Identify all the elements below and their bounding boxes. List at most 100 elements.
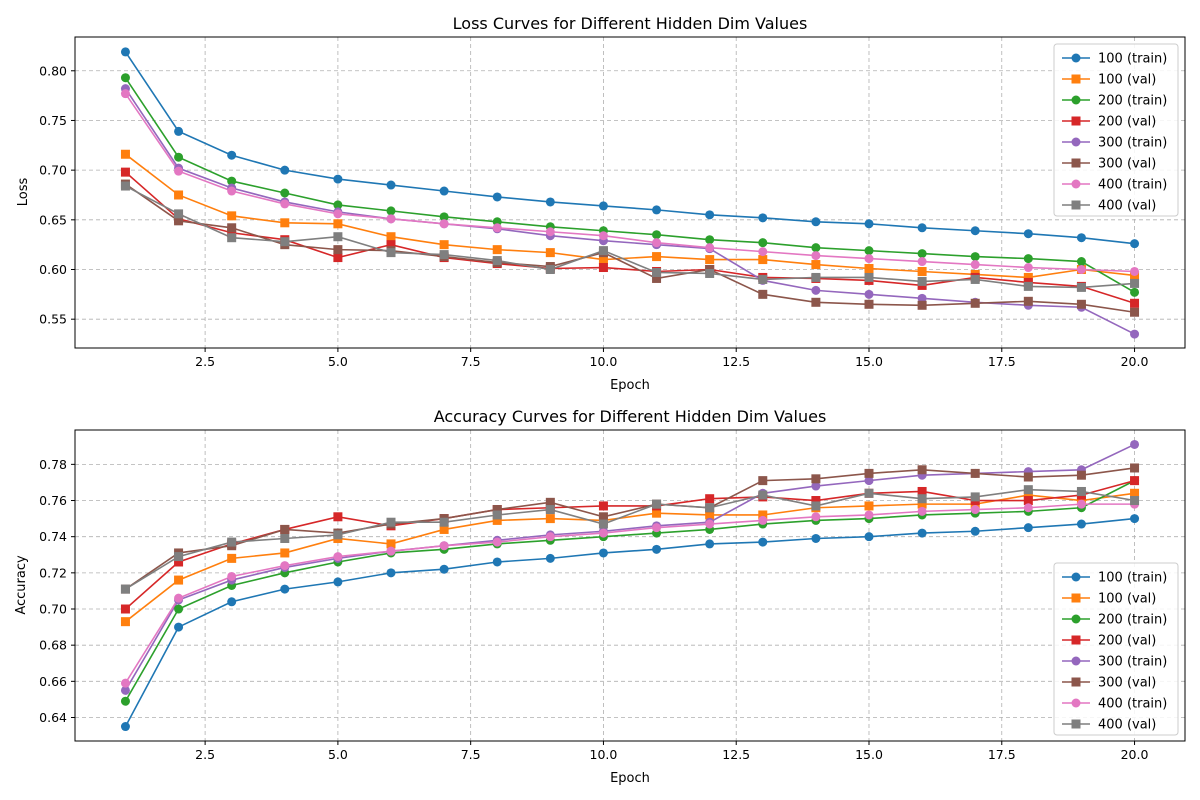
accuracy-point-400-train (705, 519, 715, 529)
loss-point-400-train (1076, 265, 1086, 275)
accuracy-legend-marker-200-val (1071, 635, 1081, 645)
loss-point-200-train (386, 206, 396, 216)
loss-y-tick-label: 0.70 (39, 163, 67, 178)
accuracy-point-300-val (864, 468, 874, 478)
loss-point-400-val (864, 272, 874, 282)
loss-legend-label-200-train: 200 (train) (1098, 94, 1167, 109)
loss-point-100-val (864, 264, 874, 274)
accuracy-point-400-val (1023, 485, 1033, 495)
loss-point-100-train (1076, 233, 1086, 243)
loss-legend-label-300-train: 300 (train) (1098, 136, 1167, 151)
loss-point-400-train (864, 254, 874, 264)
accuracy-y-tick-label: 0.74 (39, 529, 67, 544)
accuracy-point-400-val (174, 552, 184, 562)
accuracy-point-100-val (864, 501, 874, 511)
loss-y-axis-label: Loss (16, 178, 31, 207)
accuracy-point-100-train (545, 553, 555, 563)
accuracy-x-tick-label: 10.0 (590, 747, 618, 762)
accuracy-legend-label-300-val: 300 (val) (1098, 676, 1156, 691)
loss-point-300-val (758, 289, 768, 299)
loss-legend-marker-300-val (1071, 158, 1081, 168)
accuracy-point-300-train (811, 481, 821, 491)
accuracy-point-200-val (333, 512, 343, 522)
loss-point-300-val (174, 216, 184, 226)
accuracy-point-400-val (864, 488, 874, 498)
accuracy-x-axis-label: Epoch (610, 771, 650, 786)
loss-point-400-val (439, 250, 449, 260)
accuracy-point-400-val (1130, 496, 1140, 506)
loss-point-300-val (1076, 299, 1086, 309)
loss-point-300-val (227, 223, 237, 233)
loss-legend-label-400-train: 400 (train) (1098, 178, 1167, 193)
loss-point-100-val (280, 218, 290, 228)
loss-x-tick-label: 10.0 (590, 354, 618, 369)
accuracy-point-400-train (758, 515, 768, 525)
loss-point-100-train (1130, 239, 1140, 249)
loss-point-400-val (120, 181, 130, 191)
accuracy-point-400-train (545, 532, 555, 542)
loss-point-100-val (545, 248, 555, 258)
accuracy-point-400-train (864, 510, 874, 520)
loss-point-100-val (227, 211, 237, 221)
loss-point-200-train (1130, 287, 1140, 297)
loss-point-100-train (917, 223, 927, 233)
loss-point-100-train (492, 192, 502, 202)
accuracy-point-100-train (1023, 523, 1033, 533)
accuracy-point-100-train (811, 533, 821, 543)
loss-point-100-val (174, 190, 184, 200)
accuracy-point-400-val (970, 492, 980, 502)
loss-point-200-train (174, 152, 184, 162)
accuracy-point-400-val (1076, 486, 1086, 496)
accuracy-series-line-400-val (125, 488, 1135, 590)
loss-legend-marker-100-train (1071, 53, 1081, 63)
loss-point-100-train (439, 186, 449, 196)
accuracy-point-400-val (280, 533, 290, 543)
accuracy-plot-frame (74, 429, 1186, 742)
loss-legend: 100 (train) 100 (val) 200 (train) 200 (val)… (1053, 43, 1179, 217)
accuracy-y-ticks: 0.64 0.66 0.68 0.70 0.72 0.74 0.76 0.78 (39, 457, 75, 725)
loss-point-300-train (864, 289, 874, 299)
accuracy-x-tick-label: 20.0 (1121, 747, 1149, 762)
accuracy-point-400-val (439, 517, 449, 527)
accuracy-y-tick-label: 0.68 (39, 638, 67, 653)
loss-point-100-train (652, 205, 662, 215)
loss-point-100-train (705, 210, 715, 220)
accuracy-point-100-train (705, 539, 715, 549)
loss-point-100-val (439, 240, 449, 250)
accuracy-point-100-val (758, 510, 768, 520)
accuracy-point-100-val (174, 575, 184, 585)
accuracy-legend-label-400-train: 400 (train) (1098, 697, 1167, 712)
accuracy-point-100-train (120, 722, 130, 732)
loss-point-400-val (1076, 282, 1086, 292)
accuracy-series-line-400-train (124, 503, 1135, 684)
accuracy-x-tick-label: 17.5 (988, 747, 1016, 762)
loss-series-line-200-val (124, 171, 1135, 305)
accuracy-point-400-val (811, 501, 821, 511)
accuracy-point-300-val (1023, 472, 1033, 482)
accuracy-point-400-val (917, 494, 927, 504)
loss-series-line-200-train (124, 77, 1135, 294)
loss-point-400-train (917, 257, 927, 267)
loss-point-400-val (545, 265, 555, 275)
accuracy-point-400-train (333, 552, 343, 562)
loss-plot-frame (74, 36, 1186, 349)
loss-legend-label-200-val: 200 (val) (1098, 115, 1156, 130)
loss-point-400-val (174, 209, 184, 219)
accuracy-legend-label-300-train: 300 (train) (1098, 655, 1167, 670)
loss-y-tick-label: 0.60 (39, 262, 67, 277)
loss-point-300-val (917, 300, 927, 310)
loss-point-200-val (598, 263, 608, 273)
accuracy-point-400-train (174, 593, 184, 603)
loss-series-line-300-val (124, 183, 1135, 314)
accuracy-point-200-train (120, 696, 130, 706)
accuracy-point-300-val (1076, 470, 1086, 480)
loss-legend-marker-400-train (1071, 179, 1081, 189)
loss-y-tick-label: 0.65 (39, 212, 67, 227)
accuracy-point-300-train (120, 685, 130, 695)
loss-point-300-val (970, 298, 980, 308)
accuracy-point-400-train (598, 528, 608, 538)
accuracy-legend-marker-400-train (1071, 698, 1081, 708)
accuracy-x-tick-label: 5.0 (328, 747, 348, 762)
accuracy-point-400-train (280, 561, 290, 571)
